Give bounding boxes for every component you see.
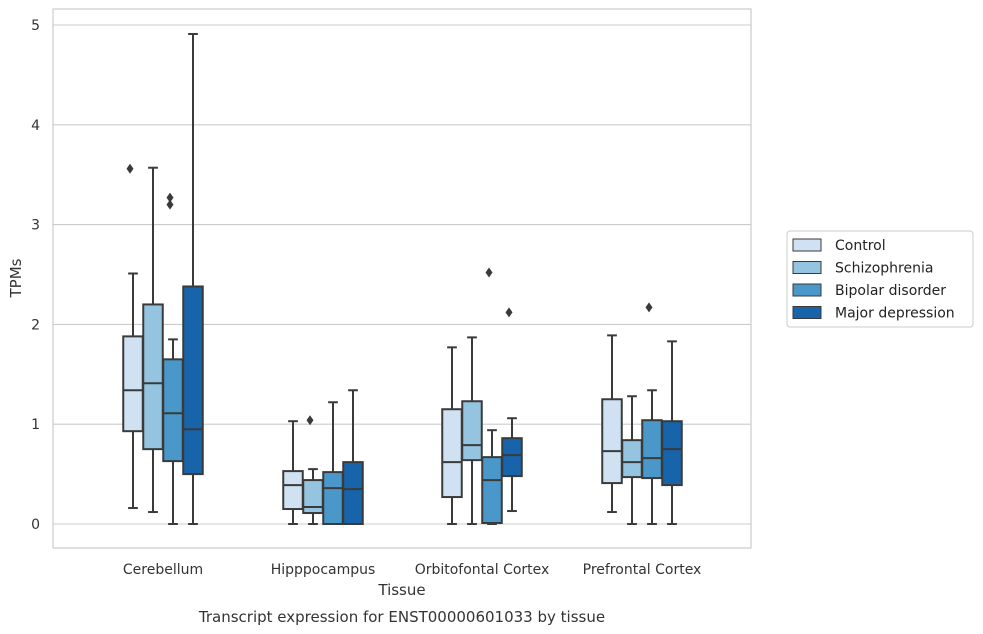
outlier-point	[166, 192, 174, 203]
legend-item: Bipolar disorder	[792, 283, 946, 299]
y-axis-label: TPMs	[7, 258, 25, 298]
y-tick-label: 0	[31, 517, 40, 533]
legend-swatch	[792, 261, 822, 274]
y-tick-label: 1	[31, 417, 40, 433]
outlier-point	[645, 302, 653, 313]
iqr-box	[481, 456, 503, 525]
outlier-point	[166, 199, 174, 210]
legend-swatch	[792, 306, 822, 319]
y-tick-label: 4	[31, 118, 40, 134]
x-tick-label: Cerebellum	[123, 562, 203, 578]
legend: Control Schizophrenia Bipolar disorder Majo…	[786, 230, 974, 328]
iqr-box	[461, 400, 483, 462]
box-2-0	[441, 346, 463, 525]
box-0-1	[142, 166, 164, 514]
outlier-point	[306, 415, 314, 426]
iqr-box	[162, 358, 184, 463]
box-3-2	[641, 302, 663, 525]
x-tick-label: Orbitofontal Cortex	[415, 562, 550, 578]
iqr-box	[641, 419, 663, 480]
box-layer	[122, 32, 683, 526]
legend-label: Major depression	[835, 306, 955, 322]
y-tick-label: 5	[31, 18, 40, 34]
iqr-box	[342, 461, 364, 525]
legend-label: Schizophrenia	[835, 261, 933, 277]
legend-swatch	[792, 238, 822, 252]
box-1-3	[342, 389, 364, 525]
box-0-2	[162, 192, 184, 525]
box-2-3	[501, 307, 523, 513]
outlier-point	[505, 307, 513, 318]
legend-item: Schizophrenia	[792, 261, 933, 277]
iqr-box	[601, 398, 623, 485]
y-axis-ticks: 0 1 2 3 4 5	[31, 18, 40, 533]
x-axis-ticks: Cerebellum Hipppocampus Orbitofontal Corte…	[123, 562, 701, 578]
legend-item: Control	[792, 238, 886, 254]
iqr-box	[182, 285, 204, 476]
iqr-box	[621, 439, 643, 479]
y-tick-label: 2	[31, 317, 40, 333]
outlier-point	[485, 267, 493, 278]
box-2-1	[461, 336, 483, 525]
legend-label: Control	[835, 238, 886, 254]
outlier-point	[126, 163, 134, 174]
x-tick-label: Prefrontal Cortex	[583, 562, 702, 578]
legend-label: Bipolar disorder	[835, 283, 946, 299]
legend-frame	[786, 230, 974, 328]
box-3-3	[661, 340, 683, 525]
box-0-0	[122, 163, 144, 510]
iqr-box	[661, 420, 683, 487]
plot-frame	[52, 8, 752, 549]
iqr-box	[282, 470, 304, 511]
box-2-2	[481, 267, 503, 525]
iqr-box	[122, 335, 144, 433]
chart-caption: Transcript expression for ENST0000060103…	[198, 608, 605, 626]
iqr-box	[441, 408, 463, 499]
x-axis-label: Tissue	[377, 581, 425, 599]
y-tick-label: 3	[31, 218, 40, 234]
legend-item: Major depression	[792, 306, 955, 322]
iqr-box	[501, 437, 523, 478]
box-0-3	[182, 32, 204, 525]
iqr-box	[322, 471, 344, 526]
legend-swatch	[792, 283, 822, 297]
x-tick-label: Hipppocampus	[271, 562, 376, 578]
iqr-box	[142, 303, 164, 451]
iqr-box	[302, 479, 324, 515]
